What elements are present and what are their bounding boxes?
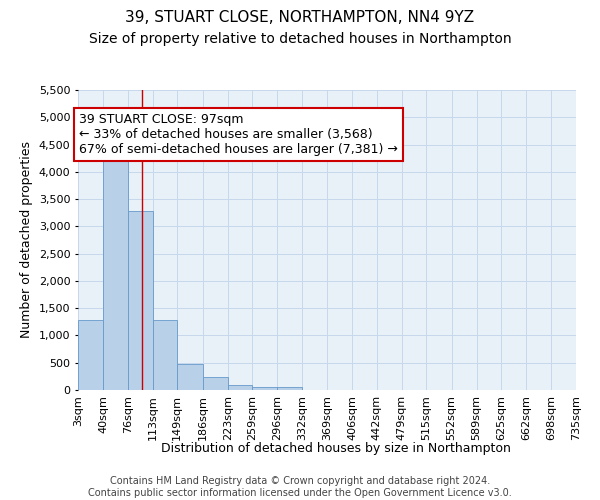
- Bar: [153, 320, 178, 390]
- Text: Distribution of detached houses by size in Northampton: Distribution of detached houses by size …: [161, 442, 511, 455]
- Bar: [128, 211, 153, 390]
- Bar: [103, 156, 128, 390]
- Bar: [277, 388, 302, 390]
- Text: 39, STUART CLOSE, NORTHAMPTON, NN4 9YZ: 39, STUART CLOSE, NORTHAMPTON, NN4 9YZ: [125, 10, 475, 25]
- Y-axis label: Number of detached properties: Number of detached properties: [20, 142, 33, 338]
- Bar: [203, 378, 227, 390]
- Bar: [178, 364, 203, 390]
- Bar: [227, 384, 252, 390]
- Text: Contains HM Land Registry data © Crown copyright and database right 2024.
Contai: Contains HM Land Registry data © Crown c…: [88, 476, 512, 498]
- Text: 39 STUART CLOSE: 97sqm
← 33% of detached houses are smaller (3,568)
67% of semi-: 39 STUART CLOSE: 97sqm ← 33% of detached…: [79, 113, 398, 156]
- Bar: [78, 320, 103, 390]
- Bar: [252, 386, 277, 390]
- Text: Size of property relative to detached houses in Northampton: Size of property relative to detached ho…: [89, 32, 511, 46]
